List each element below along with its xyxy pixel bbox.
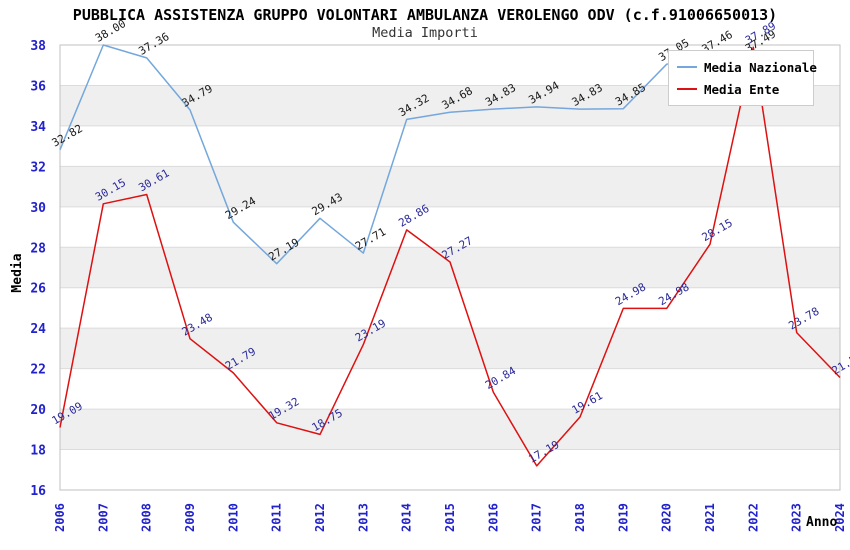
legend-item-media-nazionale: Media Nazionale [677, 56, 817, 78]
x-tick-label: 2013 [356, 503, 370, 532]
x-axis-title: Anno [806, 515, 838, 530]
y-tick-label: 34 [30, 120, 46, 135]
x-tick-label: 2021 [703, 503, 717, 532]
data-label-media-ente: 28.15 [700, 216, 735, 244]
legend-line-sample-blue [677, 66, 697, 68]
x-tick-label: 2023 [790, 503, 804, 532]
y-tick-label: 22 [30, 363, 46, 378]
x-tick-label: 2015 [443, 503, 457, 532]
y-tick-label: 38 [30, 39, 46, 54]
x-tick-label: 2016 [486, 503, 500, 532]
legend-line-sample-red [677, 88, 697, 90]
y-tick-label: 26 [30, 282, 46, 297]
grid-band [60, 328, 840, 369]
x-tick-label: 2024 [833, 503, 847, 532]
x-tick-label: 2022 [746, 503, 760, 532]
y-tick-label: 24 [30, 322, 46, 337]
y-tick-label: 30 [30, 201, 46, 216]
series-line-media-nazionale [59, 44, 754, 265]
chart-subtitle: Media Importi [372, 25, 478, 41]
data-label-media-nazionale: 38.00 [93, 17, 128, 45]
legend: Media Nazionale Media Ente [668, 50, 817, 106]
y-tick-label: 16 [30, 484, 46, 499]
x-tick-label: 2006 [53, 503, 67, 532]
y-tick-label: 18 [30, 444, 46, 459]
series-line-media-ente [59, 46, 841, 467]
x-tick-label: 2014 [400, 503, 414, 532]
x-tick-label: 2017 [530, 503, 544, 532]
chart-title: PUBBLICA ASSISTENZA GRUPPO VOLONTARI AMB… [72, 6, 778, 24]
plot-border [59, 44, 841, 491]
legend-label: Media Nazionale [704, 59, 817, 75]
y-tick-label: 36 [30, 79, 46, 94]
grid-band [60, 409, 840, 450]
y-tick-label: 28 [30, 241, 46, 256]
x-tick-label: 2018 [573, 503, 587, 532]
x-tick-label: 2011 [270, 503, 284, 532]
x-tick-label: 2009 [183, 503, 197, 532]
grid-band [60, 247, 840, 288]
grid-band [60, 166, 840, 207]
x-tick-label: 2019 [616, 503, 630, 532]
legend-label: Media Ente [704, 81, 780, 97]
y-tick-label: 32 [30, 160, 46, 175]
x-tick-label: 2012 [313, 503, 327, 532]
data-label-media-nazionale: 37.36 [136, 30, 171, 58]
legend-item-media-ente: Media Ente [677, 78, 807, 100]
y-tick-label: 20 [30, 403, 46, 418]
x-tick-label: 2020 [660, 503, 674, 532]
x-tick-label: 2008 [140, 503, 154, 532]
y-axis-title: Media [10, 253, 25, 293]
x-tick-label: 2007 [96, 503, 110, 532]
x-tick-label: 2010 [226, 503, 240, 532]
